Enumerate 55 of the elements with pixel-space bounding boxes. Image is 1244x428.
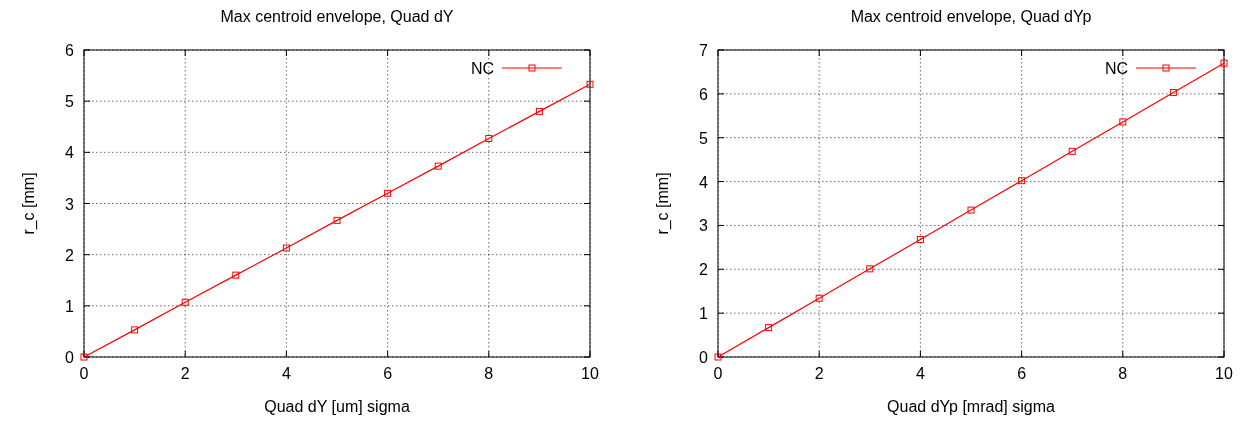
- point: [232, 271, 240, 279]
- point: [765, 324, 773, 332]
- chart-title: Max centroid envelope, Quad dY: [220, 8, 454, 25]
- point: [1220, 59, 1228, 67]
- legend-label: NC: [1104, 60, 1128, 77]
- point: [131, 326, 139, 334]
- y-axis-title: r_c [mm]: [20, 172, 38, 235]
- point: [1119, 118, 1127, 126]
- x-tick-label: 6: [383, 365, 393, 382]
- point: [815, 294, 823, 302]
- x-tick-label: 8: [1118, 365, 1128, 382]
- y-tick-label: 0: [65, 349, 75, 366]
- x-tick-label: 10: [581, 365, 599, 382]
- point: [384, 189, 392, 197]
- y-tick-label: 4: [65, 144, 75, 162]
- y-tick-label: 4: [699, 173, 709, 191]
- point: [1169, 89, 1177, 97]
- y-tick-label: 3: [699, 217, 709, 235]
- point: [282, 244, 290, 252]
- chart-title: Max centroid envelope, Quad dYp: [850, 8, 1092, 25]
- y-tick-label: 2: [65, 246, 75, 264]
- x-tick-label: 6: [1017, 365, 1027, 382]
- y-tick-label: 6: [65, 42, 75, 59]
- x-axis-title: Quad dY [um] sigma: [264, 398, 410, 415]
- x-tick-label: 2: [814, 365, 824, 382]
- x-tick-label: 10: [1215, 365, 1233, 382]
- y-axis-title: r_c [mm]: [654, 172, 672, 235]
- point: [333, 216, 341, 224]
- point: [434, 162, 442, 170]
- point: [485, 135, 493, 143]
- point: [1068, 147, 1076, 155]
- y-tick-label: 1: [699, 305, 709, 323]
- point: [586, 80, 594, 88]
- y-tick-label: 0: [699, 349, 709, 366]
- point: [1018, 177, 1026, 185]
- x-tick-label: 0: [713, 365, 723, 382]
- y-tick-label: 7: [699, 42, 709, 59]
- legend-label: NC: [470, 60, 494, 77]
- point: [967, 206, 975, 214]
- point: [866, 265, 874, 273]
- x-tick-label: 2: [180, 365, 190, 382]
- point: [535, 107, 543, 115]
- y-tick-label: 5: [65, 93, 75, 111]
- x-tick-label: 8: [484, 365, 494, 382]
- x-tick-label: 0: [79, 365, 89, 382]
- x-tick-label: 4: [281, 365, 291, 382]
- y-tick-label: 5: [699, 129, 709, 147]
- y-tick-label: 2: [699, 261, 709, 279]
- x-axis-title: Quad dYp [mrad] sigma: [887, 398, 1055, 415]
- y-tick-label: 6: [699, 85, 709, 103]
- point: [916, 235, 924, 243]
- x-tick-label: 4: [915, 365, 925, 382]
- point: [181, 298, 189, 306]
- y-tick-label: 3: [65, 195, 75, 213]
- y-tick-label: 1: [65, 297, 75, 315]
